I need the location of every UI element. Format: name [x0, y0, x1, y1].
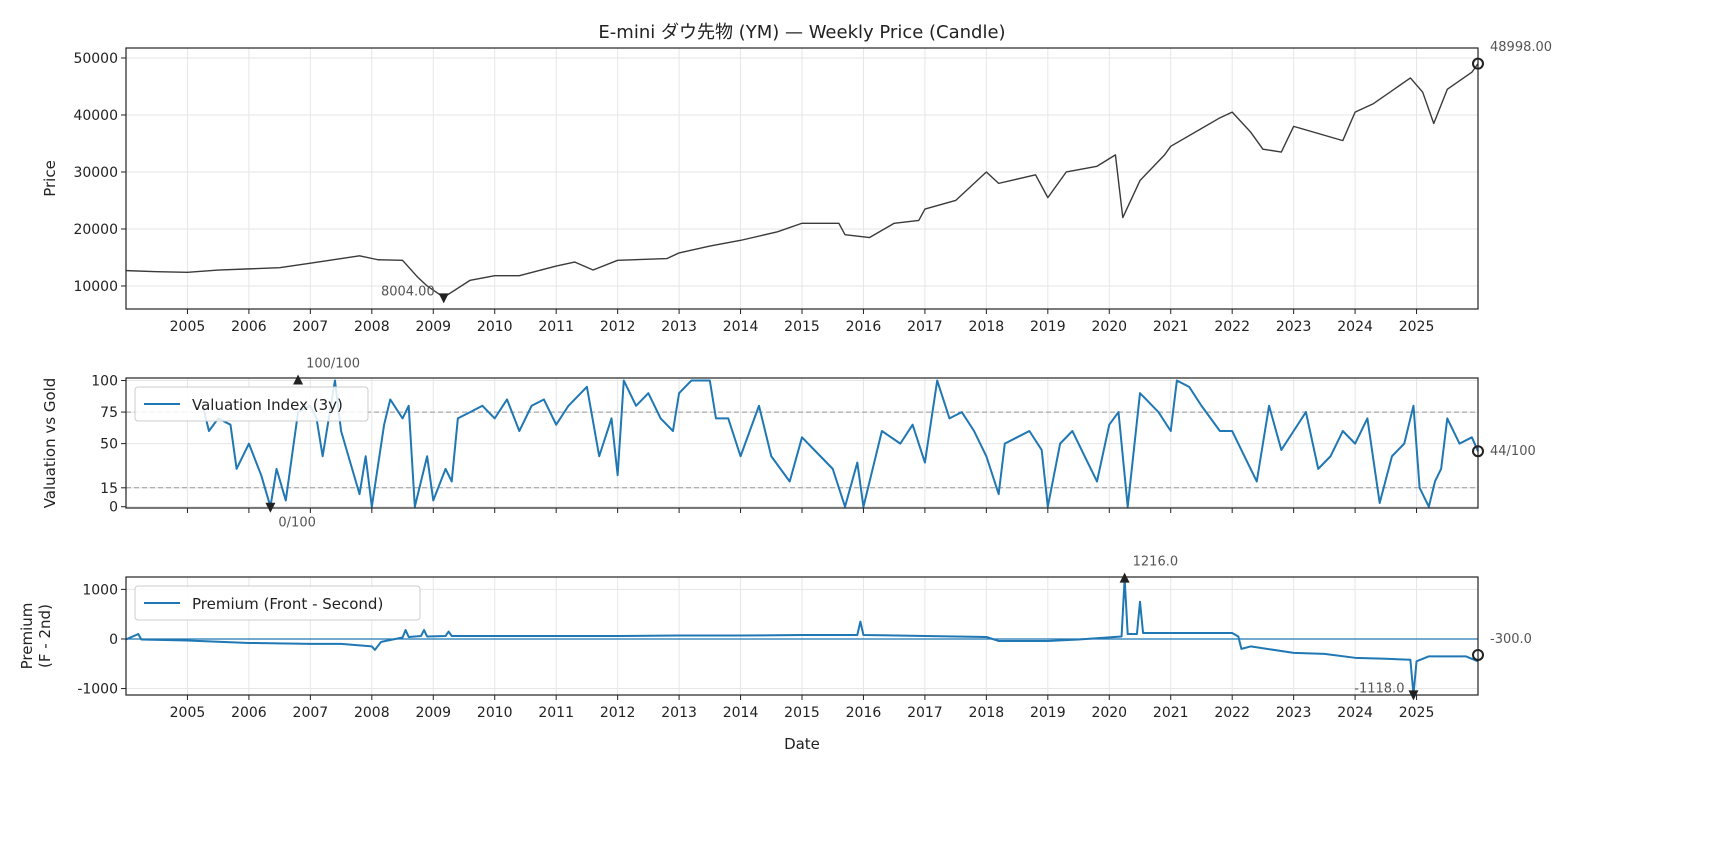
x-tick-label: 2014	[723, 319, 759, 335]
last-value-marker-icon	[1472, 445, 1484, 458]
x-tick-label: 2016	[846, 319, 882, 335]
x-tick-label: 2007	[293, 319, 329, 335]
chart-title: E-mini ダウ先物 (YM) — Weekly Price (Candle)	[598, 22, 1005, 43]
plot-frame	[125, 47, 1479, 310]
last-value-marker-icon	[1472, 57, 1484, 70]
x-tick-label: 2006	[231, 705, 267, 721]
peak-marker-icon	[293, 374, 304, 385]
x-tick-label: 2007	[293, 705, 329, 721]
annotation-label: 8004.00	[381, 284, 435, 299]
x-tick-label: 2023	[1276, 705, 1312, 721]
x-tick-label: 2015	[784, 705, 820, 721]
x-tick-label: 2022	[1214, 319, 1250, 335]
x-tick-label: 2013	[661, 705, 697, 721]
annotation-label: 48998.00	[1490, 40, 1552, 55]
x-tick-label: 2015	[784, 319, 820, 335]
panel-0: 2005 2006 2007 2008 2009 2010 2011 2012 2013 2014…	[41, 40, 1552, 335]
x-tick-label: 2016	[846, 705, 882, 721]
legend-box	[134, 585, 421, 621]
y-tick-label: 0	[109, 500, 118, 516]
x-tick-label: 2011	[538, 319, 574, 335]
y-tick-label: 50000	[73, 51, 118, 67]
y-axis-label: (F - 2nd)	[36, 604, 54, 668]
x-tick-label: 2010	[477, 319, 513, 335]
annotation-label: 100/100	[306, 357, 360, 372]
x-tick-label: 2018	[969, 705, 1005, 721]
x-tick-label: 2019	[1030, 319, 1066, 335]
trough-marker-icon	[1408, 690, 1419, 701]
y-tick-label: 1000	[82, 582, 118, 598]
x-tick-label: 2024	[1337, 319, 1373, 335]
series-line-1	[201, 379, 1479, 508]
annotation-label: -300.0	[1490, 632, 1532, 647]
series-line-0	[125, 63, 1479, 299]
peak-marker-icon	[1119, 572, 1130, 583]
x-tick-label: 2019	[1030, 705, 1066, 721]
x-tick-label: 2013	[661, 319, 697, 335]
y-tick-label: 10000	[73, 279, 118, 295]
y-axis-label: Price	[41, 160, 59, 197]
x-tick-label: 2009	[415, 705, 451, 721]
y-tick-label: 40000	[73, 108, 118, 124]
x-tick-label: 2008	[354, 319, 390, 335]
x-tick-label: 2014	[723, 705, 759, 721]
y-tick-label: 20000	[73, 222, 118, 238]
x-tick-label: 2021	[1153, 319, 1189, 335]
panel-2: 2005 2006 2007 2008 2009 2010 2011 2012 2013 2014…	[18, 555, 1532, 753]
x-tick-label: 2017	[907, 319, 943, 335]
annotation-label: 0/100	[278, 516, 315, 531]
plot-frame	[125, 576, 1479, 696]
x-axis-label: Date	[784, 735, 820, 753]
x-tick-label: 2017	[907, 705, 943, 721]
series-line-2	[125, 577, 1479, 696]
legend-label: Valuation Index (3y)	[192, 396, 343, 414]
x-tick-label: 2018	[969, 319, 1005, 335]
x-tick-label: 2024	[1337, 705, 1373, 721]
x-tick-label: 2025	[1399, 319, 1435, 335]
annotation-label: 44/100	[1490, 444, 1536, 459]
x-tick-label: 2020	[1091, 705, 1127, 721]
x-tick-label: 2012	[600, 705, 636, 721]
y-tick-label: 0	[109, 632, 118, 648]
x-tick-label: 2011	[538, 705, 574, 721]
y-tick-label: 100	[91, 374, 118, 390]
panel-1: 0 15 50 75 100 100/100 0/100 44/100 Valuation vs…	[41, 357, 1536, 531]
x-tick-label: 2021	[1153, 705, 1189, 721]
x-tick-label: 2012	[600, 319, 636, 335]
legend-box	[134, 386, 369, 422]
x-tick-label: 2023	[1276, 319, 1312, 335]
x-tick-label: 2025	[1399, 705, 1435, 721]
annotation-label: 1216.0	[1133, 555, 1179, 570]
x-tick-label: 2006	[231, 319, 267, 335]
x-tick-label: 2005	[170, 705, 206, 721]
trough-marker-icon	[265, 502, 276, 513]
x-tick-label: 2010	[477, 705, 513, 721]
plot-frame	[125, 377, 1479, 509]
x-tick-label: 2022	[1214, 705, 1250, 721]
y-tick-label: 30000	[73, 165, 118, 181]
x-tick-label: 2020	[1091, 319, 1127, 335]
annotation-label: -1118.0	[1354, 681, 1404, 696]
y-tick-label: 75	[100, 405, 118, 421]
y-tick-label: 15	[100, 481, 118, 497]
y-tick-label: -1000	[77, 682, 118, 698]
x-tick-label: 2005	[170, 319, 206, 335]
x-tick-label: 2008	[354, 705, 390, 721]
last-value-marker-icon	[1472, 648, 1484, 661]
y-axis-label: Valuation vs Gold	[41, 378, 59, 509]
y-axis-label: Premium	[18, 603, 36, 670]
trough-marker-icon	[438, 293, 449, 304]
y-tick-label: 50	[100, 437, 118, 453]
legend-label: Premium (Front - Second)	[192, 595, 383, 613]
x-tick-label: 2009	[415, 319, 451, 335]
